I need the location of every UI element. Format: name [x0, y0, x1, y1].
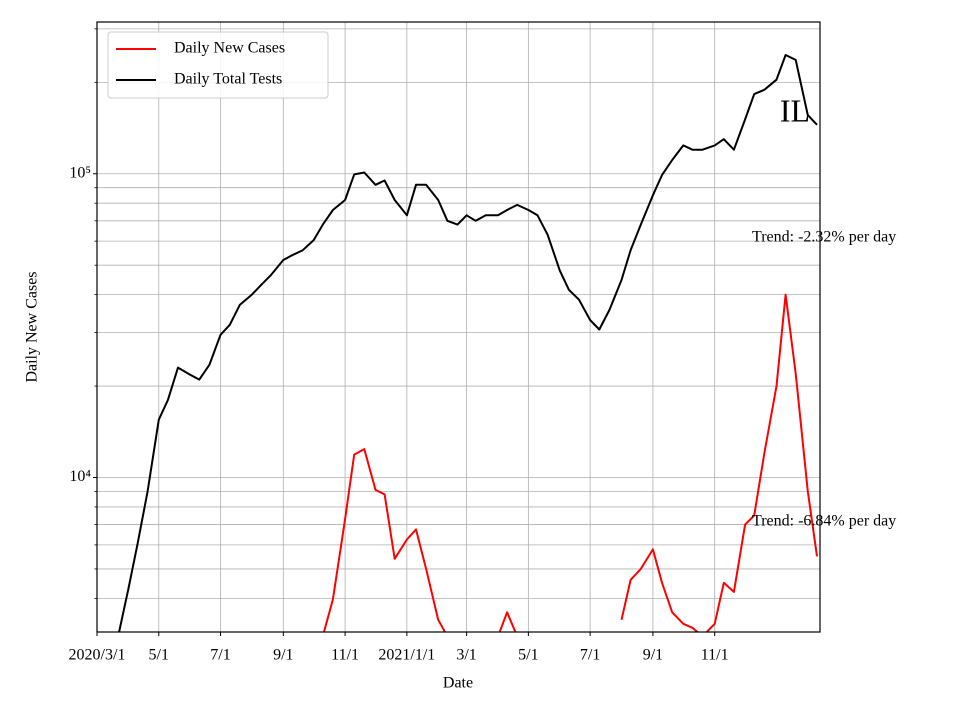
x-tick-label: 2020/3/1: [69, 647, 126, 664]
x-tick-label: 2021/1/1: [378, 647, 435, 664]
x-tick-label: 7/1: [210, 647, 230, 664]
x-tick-label: 11/1: [331, 647, 359, 664]
x-tick-label: 5/1: [149, 647, 169, 664]
legend: Daily New Cases Daily Total Tests: [107, 31, 329, 99]
plot-frame: [96, 21, 821, 633]
x-tick-label: 7/1: [580, 647, 600, 664]
annotation: IL: [780, 92, 810, 128]
plot-lines: [118, 54, 818, 632]
x-tick-label: 9/1: [643, 647, 663, 664]
legend-label: Daily New Cases: [174, 40, 285, 57]
x-tick-label: 9/1: [273, 647, 293, 664]
x-tick-label: 3/1: [456, 647, 476, 664]
annotation: Trend: -6.84% per day: [752, 513, 896, 530]
legend-label: Daily Total Tests: [174, 71, 282, 88]
y-axis-label: Daily New Cases: [24, 271, 41, 382]
series-line: [322, 293, 818, 632]
y-tick-label: 10⁵: [69, 164, 91, 181]
annotation: Trend: -2.32% per day: [752, 229, 896, 246]
x-axis-label: Date: [443, 675, 473, 692]
grid: [96, 22, 820, 632]
legend-box: [107, 31, 329, 99]
labels: 10⁴ 10⁵ 2020/3/1 5/1 7/1 9/1 11/1 2021/1/1 3/1 5/…: [69, 28, 896, 664]
series-line: [118, 54, 818, 632]
x-tick-label: 5/1: [518, 647, 538, 664]
x-tick-label: 11/1: [701, 647, 729, 664]
y-tick-label: 10⁴: [69, 468, 91, 485]
